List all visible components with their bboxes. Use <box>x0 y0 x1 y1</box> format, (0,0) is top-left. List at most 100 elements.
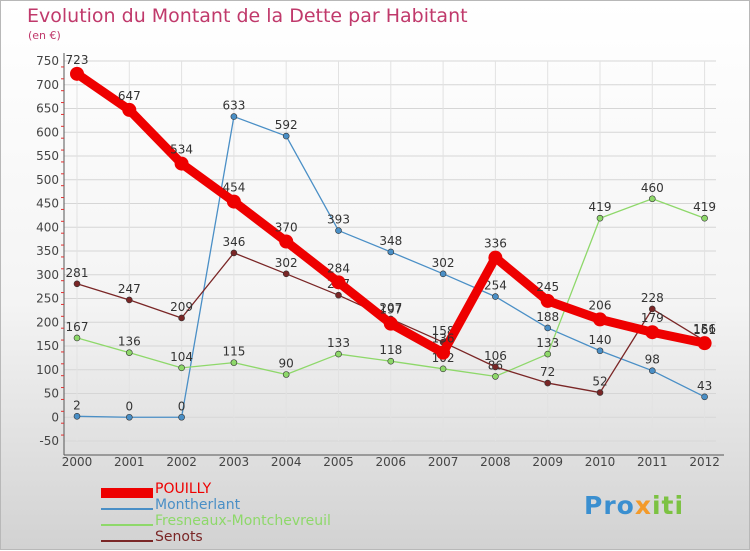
data-label-pouilly: 336 <box>484 237 507 251</box>
data-point-senots <box>596 389 604 396</box>
data-point-fresneaux-montchevreuil <box>73 334 81 342</box>
y-tick-label: 350 <box>36 244 59 258</box>
data-point-fresneaux-montchevreuil <box>701 214 708 222</box>
data-label-senots: 52 <box>592 375 607 389</box>
data-point-pouilly <box>122 102 137 117</box>
y-tick-label: 250 <box>36 292 59 306</box>
data-label-montherlant: 633 <box>222 99 245 113</box>
chart-title: Evolution du Montant de la Dette par Hab… <box>27 5 468 27</box>
y-tick-label: 100 <box>36 363 59 377</box>
data-label-montherlant: 140 <box>589 333 612 347</box>
data-label-senots: 72 <box>540 365 555 379</box>
y-tick-label: 650 <box>36 102 59 116</box>
data-point-pouilly <box>436 345 451 360</box>
x-tick-label: 2008 <box>480 455 511 469</box>
data-label-senots: 346 <box>222 235 245 249</box>
x-tick-label: 2004 <box>271 455 302 469</box>
data-label-fresneaux-montchevreuil: 90 <box>279 357 294 371</box>
data-point-montherlant <box>178 413 185 421</box>
data-label-montherlant: 302 <box>432 256 455 270</box>
x-tick-label: 2003 <box>219 455 250 469</box>
y-tick-label: 50 <box>44 387 59 401</box>
data-label-senots: 106 <box>484 349 507 363</box>
x-tick-label: 2009 <box>532 455 563 469</box>
legend-swatch-pouilly <box>101 488 153 498</box>
data-point-fresneaux-montchevreuil <box>282 371 290 378</box>
data-point-pouilly <box>383 316 398 331</box>
data-label-senots: 302 <box>275 256 298 270</box>
data-point-pouilly <box>697 336 712 351</box>
data-point-fresneaux-montchevreuil <box>596 214 604 222</box>
legend-label-senots: Senots <box>155 529 203 545</box>
data-point-pouilly <box>279 234 294 249</box>
y-tick-label: 150 <box>36 339 59 353</box>
data-label-pouilly: 284 <box>327 261 350 275</box>
x-tick-label: 2007 <box>428 455 459 469</box>
data-point-montherlant <box>544 324 552 332</box>
data-point-montherlant <box>701 393 708 401</box>
data-label-fresneaux-montchevreuil: 167 <box>66 320 89 334</box>
data-point-fresneaux-montchevreuil <box>387 357 395 365</box>
legend-swatch-montherlant <box>101 508 153 510</box>
logo-part-x: x <box>634 491 652 520</box>
data-point-pouilly <box>174 156 189 171</box>
data-point-pouilly <box>331 275 346 290</box>
data-point-fresneaux-montchevreuil <box>544 350 552 358</box>
data-label-senots: 228 <box>641 291 664 305</box>
data-label-senots: 281 <box>66 266 89 280</box>
data-point-senots <box>544 379 552 387</box>
logo-part-iti: iti <box>651 491 685 520</box>
data-point-montherlant <box>282 132 290 140</box>
data-label-senots: 161 <box>693 323 716 337</box>
y-tick-label: 500 <box>36 173 59 187</box>
y-tick-label: 300 <box>36 268 59 282</box>
data-label-pouilly: 454 <box>222 181 245 195</box>
x-tick-label: 2006 <box>376 455 407 469</box>
data-point-montherlant <box>230 113 238 120</box>
data-point-montherlant <box>596 347 604 355</box>
proxiti-logo: Proxiti <box>584 491 684 520</box>
data-point-montherlant <box>439 270 447 278</box>
data-label-montherlant: 188 <box>536 310 559 324</box>
data-label-fresneaux-montchevreuil: 133 <box>327 336 350 350</box>
data-point-pouilly <box>593 312 607 327</box>
legend-label-montherlant: Montherlant <box>155 497 241 513</box>
data-point-montherlant <box>648 367 656 375</box>
data-point-montherlant <box>492 293 499 300</box>
legend-swatch-fresneaux <box>101 524 153 526</box>
data-label-pouilly: 647 <box>118 89 141 103</box>
data-point-montherlant <box>73 412 81 420</box>
data-point-senots <box>126 296 133 304</box>
x-tick-label: 2000 <box>62 455 93 469</box>
data-label-pouilly: 245 <box>536 280 559 294</box>
data-label-fresneaux-montchevreuil: 419 <box>693 200 716 214</box>
legend-label-pouilly: POUILLY <box>155 481 212 497</box>
data-point-senots <box>492 363 499 371</box>
x-tick-label: 2010 <box>585 455 616 469</box>
data-label-pouilly: 197 <box>379 303 402 317</box>
data-label-montherlant: 98 <box>645 353 660 367</box>
data-point-fresneaux-montchevreuil <box>178 364 185 372</box>
data-point-senots <box>230 249 238 257</box>
data-label-montherlant: 592 <box>275 118 298 132</box>
data-label-senots: 247 <box>118 282 141 296</box>
data-point-montherlant <box>126 413 133 421</box>
data-point-senots <box>335 291 342 299</box>
data-point-senots <box>73 280 81 288</box>
y-tick-label: 700 <box>36 78 59 92</box>
x-tick-label: 2005 <box>323 455 354 469</box>
x-tick-label: 2012 <box>689 455 720 469</box>
data-label-montherlant: 2 <box>73 398 81 412</box>
data-point-montherlant <box>335 227 342 234</box>
data-point-montherlant <box>387 248 395 256</box>
data-label-pouilly: 534 <box>170 143 193 157</box>
data-label-montherlant: 43 <box>697 379 712 393</box>
data-label-fresneaux-montchevreuil: 419 <box>589 200 612 214</box>
data-label-montherlant: 0 <box>125 399 133 413</box>
data-point-pouilly <box>70 66 84 81</box>
data-point-fresneaux-montchevreuil <box>126 349 133 356</box>
data-label-senots: 207 <box>379 301 402 315</box>
data-label-fresneaux-montchevreuil: 104 <box>170 350 193 364</box>
data-point-fresneaux-montchevreuil <box>439 365 447 373</box>
